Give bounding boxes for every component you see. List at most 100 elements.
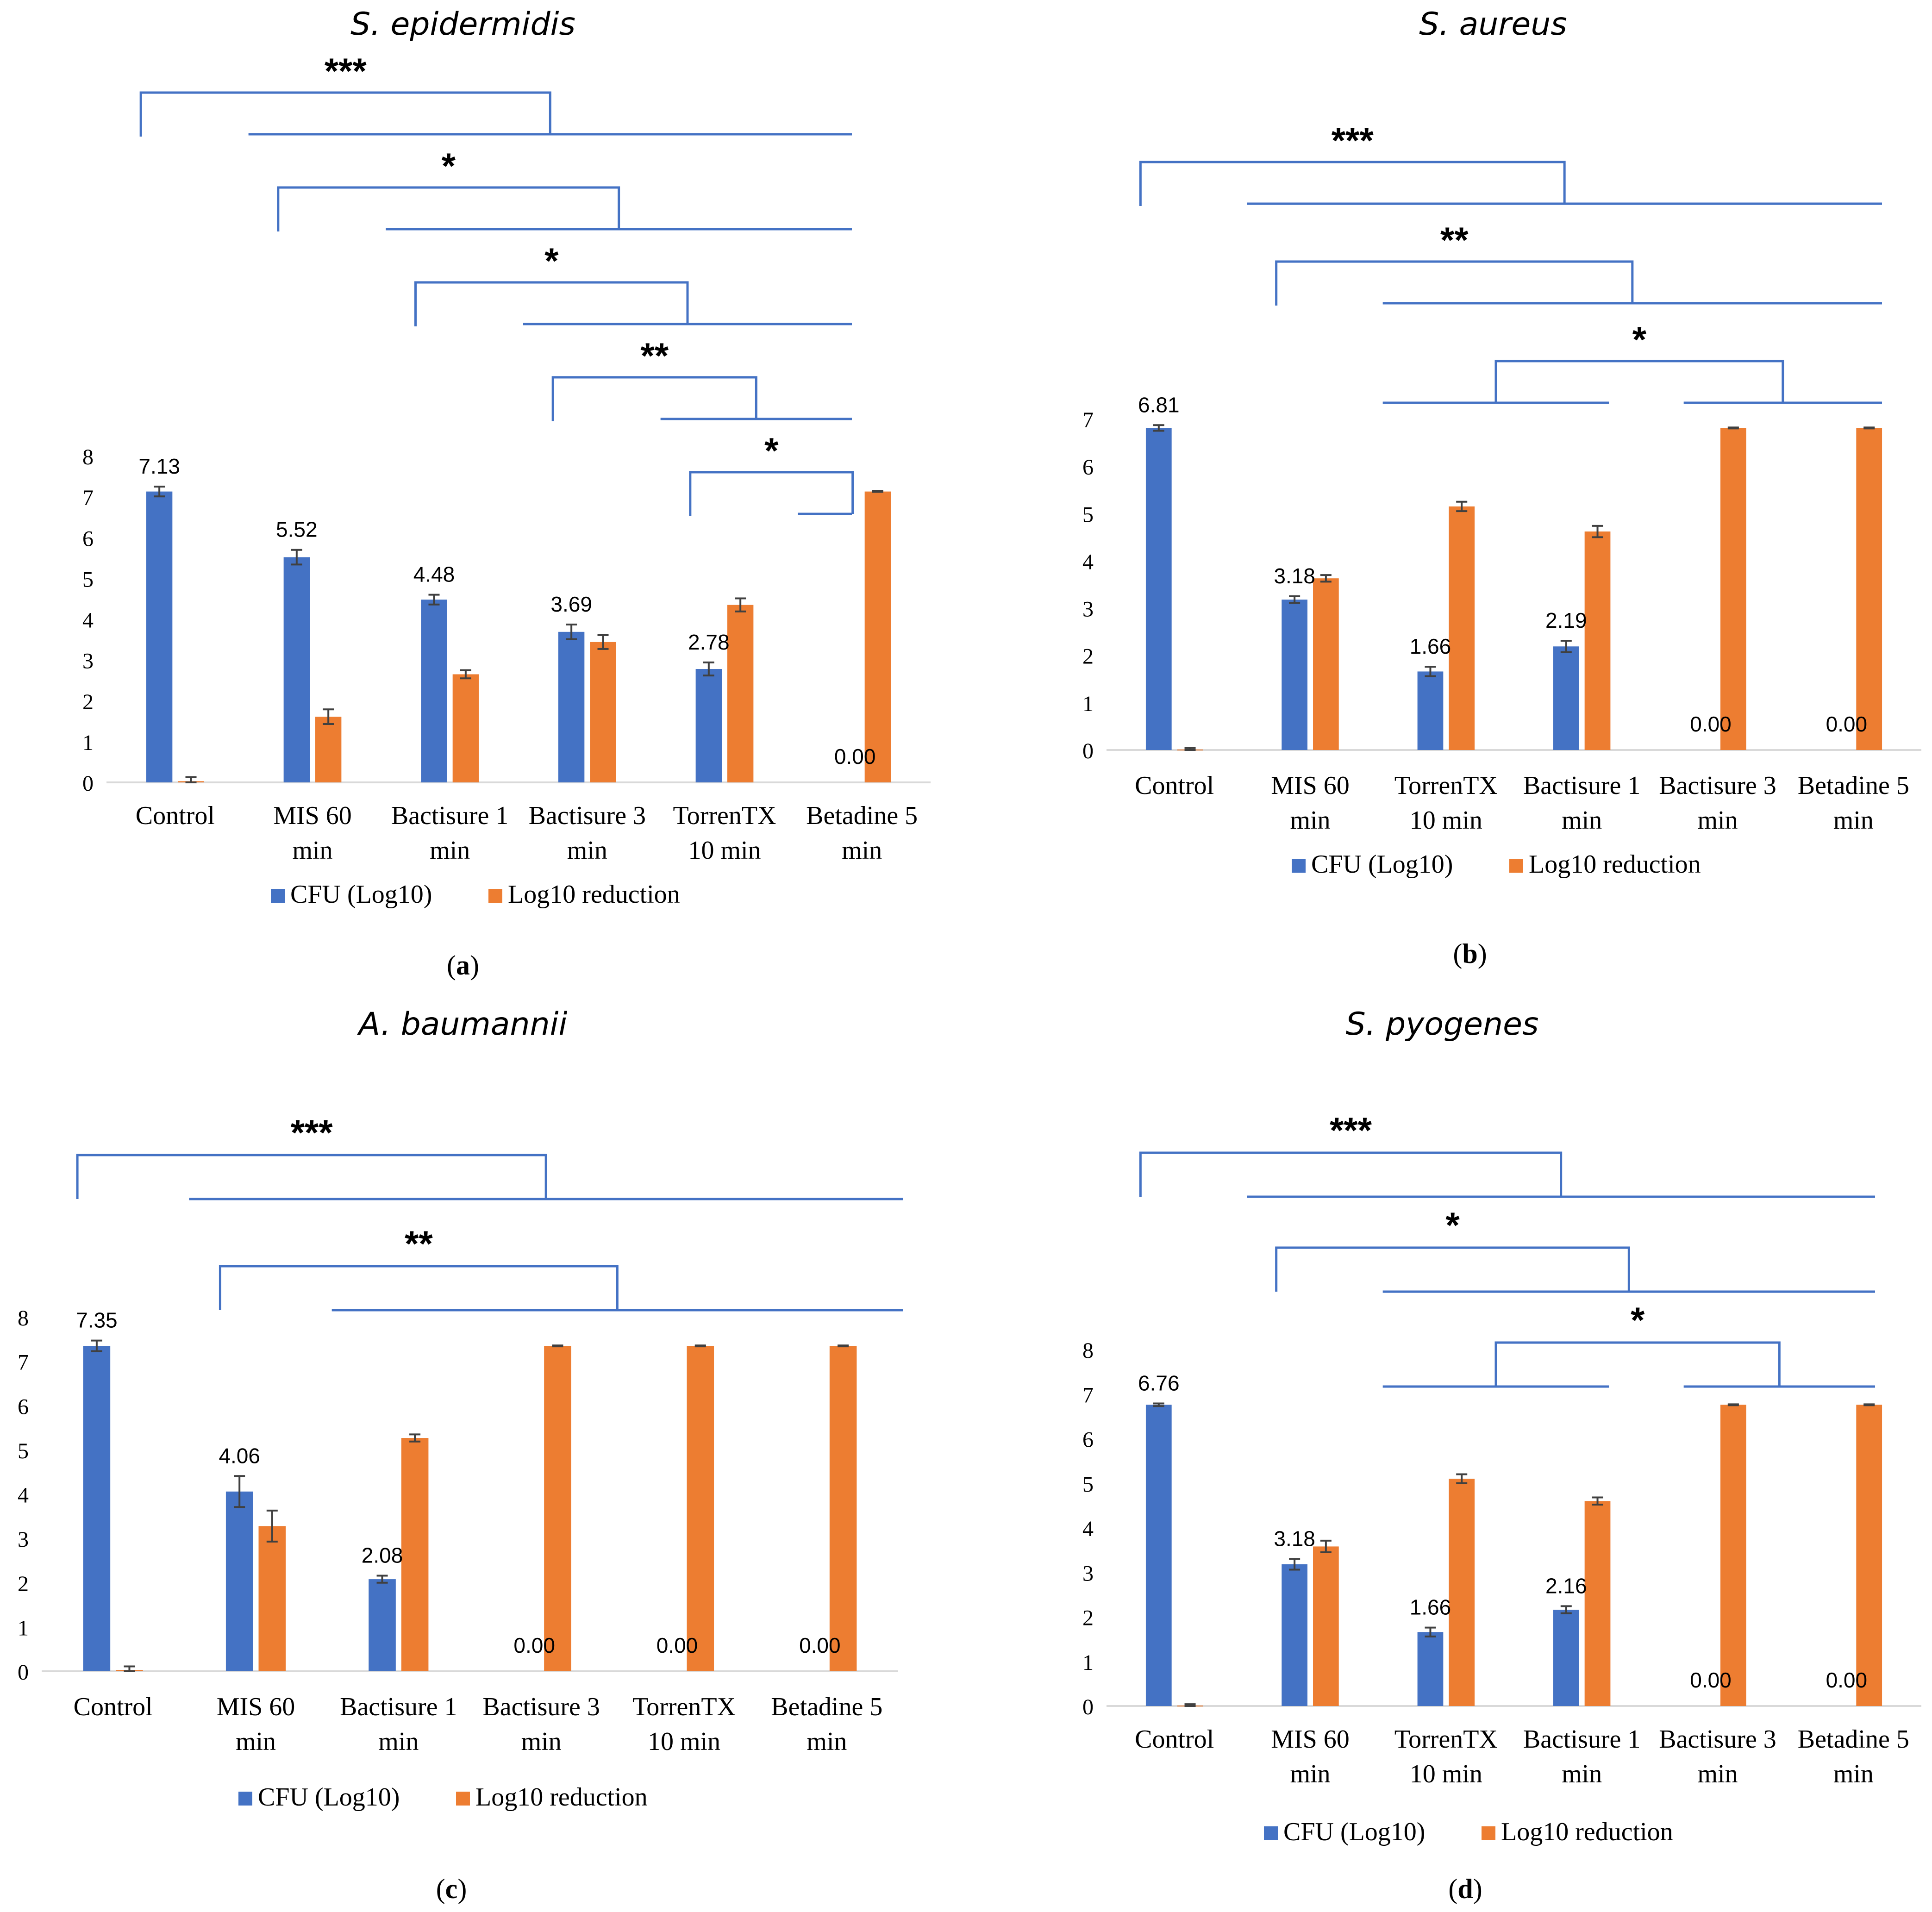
- bar-cfu: [1282, 1564, 1307, 1706]
- bar-cfu: [83, 1346, 111, 1671]
- bracket-line: [1494, 360, 1784, 403]
- category-label: Control: [136, 801, 215, 830]
- y-tick-label: 0: [18, 1660, 29, 1685]
- data-label: 2.78: [688, 630, 730, 654]
- bar-cfu: [1145, 428, 1172, 750]
- category-label: 10 min: [688, 836, 761, 865]
- error-bar: [1320, 1539, 1332, 1553]
- category-label: Bactisure 3: [482, 1693, 600, 1721]
- y-tick-label: 1: [1082, 692, 1094, 716]
- error-bar: [1727, 426, 1739, 430]
- category-label: TorrenTX: [673, 801, 776, 830]
- error-bar: [872, 490, 883, 493]
- data-label: 0.00: [834, 744, 876, 769]
- bar-log10-reduction: [1313, 1546, 1339, 1706]
- significance-bracket: **: [219, 1223, 903, 1312]
- y-tick-label: 0: [82, 771, 94, 796]
- legend-label-cfu: CFU (Log10): [258, 1783, 400, 1812]
- significance-bracket: *: [1382, 319, 1882, 404]
- bracket-line: [1139, 1151, 1563, 1197]
- category-label: Bactisure 3: [1659, 1725, 1776, 1754]
- y-tick-label: 4: [18, 1483, 29, 1508]
- category-label: Bactisure 3: [1659, 771, 1776, 800]
- bar-cfu: [421, 600, 447, 782]
- error-bar: [185, 776, 197, 783]
- category-label: Bactisure 3: [529, 801, 646, 830]
- data-label: 7.13: [138, 454, 180, 478]
- data-label: 4.06: [219, 1443, 260, 1468]
- error-bar: [694, 1344, 706, 1348]
- error-bar: [409, 1433, 421, 1443]
- error-bar: [1153, 1402, 1164, 1407]
- bracket-line: [1275, 1246, 1630, 1292]
- bar-log10-reduction: [258, 1526, 286, 1671]
- bracket-line: [414, 281, 689, 326]
- legend-label-cfu: CFU (Log10): [290, 880, 432, 909]
- category-label: TorrenTX: [632, 1693, 736, 1721]
- bracket-line: [689, 471, 854, 516]
- error-bar: [1289, 595, 1301, 604]
- legend-label-reduction: Log10 reduction: [1501, 1818, 1673, 1846]
- bar-cfu: [695, 669, 722, 782]
- error-bar: [1727, 1403, 1739, 1406]
- category-label: Bactisure 1: [1523, 771, 1640, 800]
- y-tick-label: 6: [1082, 455, 1094, 480]
- error-bar: [1592, 525, 1603, 538]
- error-bar: [735, 597, 746, 612]
- bar-cfu: [1553, 646, 1579, 750]
- category-label: Betadine 5: [806, 801, 918, 830]
- category-label: min: [1833, 806, 1874, 835]
- data-label: 7.35: [76, 1308, 118, 1332]
- significance-bracket: ***: [1139, 120, 1882, 206]
- y-tick-label: 7: [1082, 1383, 1094, 1407]
- legend-label-reduction: Log10 reduction: [475, 1783, 648, 1812]
- category-label: TorrenTX: [1394, 771, 1498, 800]
- y-tick-label: 7: [18, 1350, 29, 1375]
- data-label: 3.18: [1274, 1526, 1315, 1550]
- y-tick-label: 8: [1082, 1338, 1094, 1363]
- y-tick-label: 6: [18, 1394, 29, 1419]
- bracket-line: [277, 186, 620, 231]
- y-tick-label: 2: [1082, 644, 1094, 669]
- data-label: 4.48: [413, 562, 455, 587]
- chart-title: A. baumannii: [357, 1006, 568, 1043]
- panel-label-letter: a: [456, 950, 470, 981]
- significance-label: *: [1631, 1300, 1645, 1340]
- data-label: 3.18: [1274, 564, 1315, 588]
- error-bar: [1320, 574, 1332, 583]
- category-label: min: [1562, 806, 1602, 835]
- legend-swatch-cfu: [238, 1792, 252, 1806]
- data-label: 0.00: [1690, 712, 1732, 736]
- bar-log10-reduction: [315, 717, 342, 782]
- y-tick-label: 4: [1082, 550, 1094, 574]
- panel-label: (b): [1453, 938, 1487, 969]
- chart-title: S. aureus: [1419, 6, 1567, 43]
- bar-cfu: [1282, 600, 1307, 750]
- error-bar: [1592, 1496, 1603, 1506]
- y-tick-label: 6: [1082, 1428, 1094, 1452]
- significance-label: *: [764, 430, 779, 471]
- bar-cfu: [146, 491, 173, 782]
- error-bar: [1560, 640, 1572, 653]
- category-label: min: [567, 836, 607, 865]
- y-tick-label: 1: [18, 1616, 29, 1640]
- legend-swatch-reduction: [456, 1792, 470, 1806]
- y-tick-label: 5: [82, 567, 94, 592]
- panel-label-close: ): [1478, 938, 1487, 969]
- bar-log10-reduction: [1449, 506, 1475, 750]
- panel-label-open: (: [447, 950, 456, 981]
- category-label: Control: [1135, 1725, 1214, 1754]
- significance-bracket: ***: [76, 1112, 903, 1200]
- category-label: min: [842, 836, 882, 865]
- error-bar: [1425, 666, 1436, 677]
- significance-bracket: ***: [139, 50, 852, 137]
- error-bar: [154, 486, 165, 498]
- bar-log10-reduction: [864, 491, 891, 782]
- bar-log10-reduction: [1584, 1501, 1611, 1706]
- legend-swatch-cfu: [271, 889, 285, 903]
- panel-label-letter: c: [445, 1874, 458, 1904]
- bar-log10-reduction: [452, 674, 479, 782]
- data-label: 6.76: [1138, 1371, 1180, 1395]
- error-bar: [428, 594, 440, 606]
- significance-label: ***: [1330, 1110, 1372, 1150]
